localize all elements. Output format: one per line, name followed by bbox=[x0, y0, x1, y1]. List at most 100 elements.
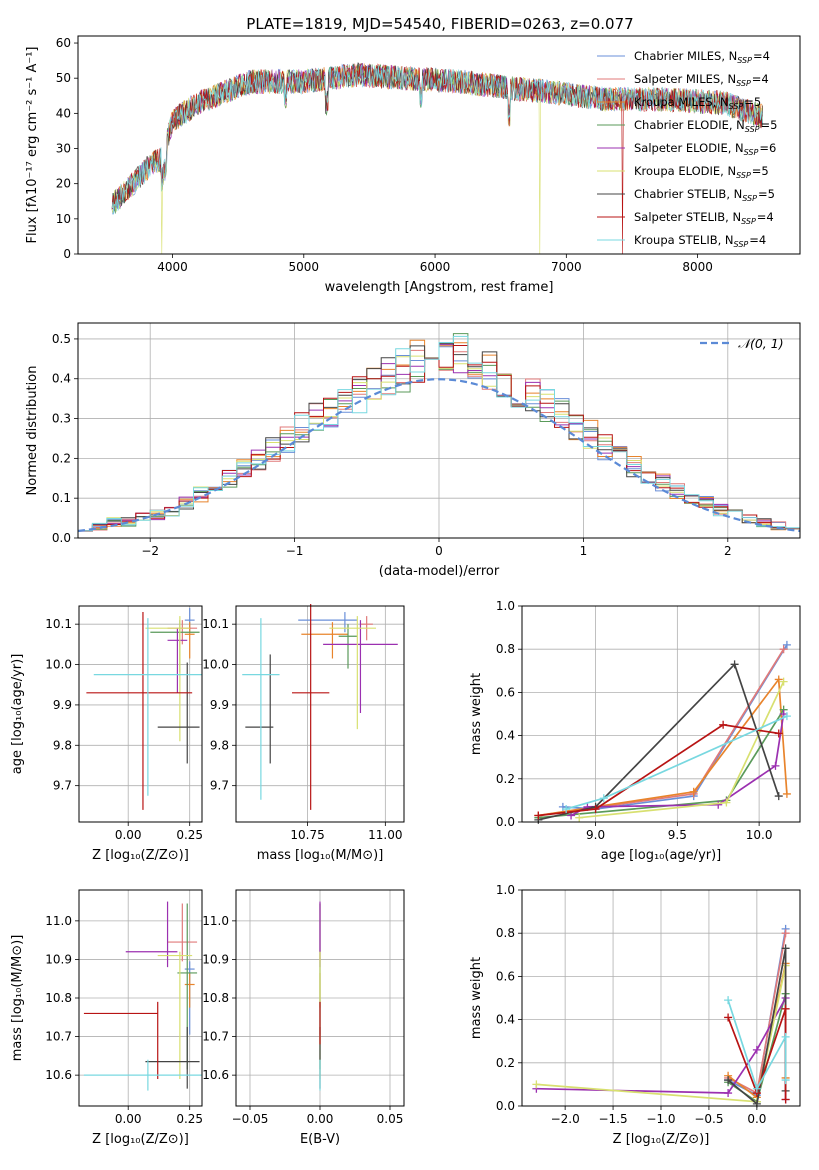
x-tick-label: 1 bbox=[580, 544, 588, 558]
y-tick-label: 20 bbox=[56, 177, 71, 191]
massweight-point-marker bbox=[779, 645, 788, 654]
y-tick-label: 0.2 bbox=[52, 451, 71, 465]
legend-entry-nssp: =5 bbox=[761, 118, 778, 132]
massweight-point-marker bbox=[591, 805, 600, 814]
x-tick-label: −0.05 bbox=[232, 1112, 269, 1126]
y-tick-label: 9.7 bbox=[210, 779, 229, 793]
x-axis-label: wavelength [Angstrom, rest frame] bbox=[325, 280, 554, 295]
massweight-point-marker bbox=[774, 729, 783, 738]
massweight-point-marker bbox=[575, 813, 584, 822]
y-axis-label: mass weight bbox=[469, 957, 484, 1039]
y-tick-label: 10.6 bbox=[202, 1068, 229, 1082]
massweight-point-marker bbox=[752, 1045, 761, 1054]
x-tick-label: 10.75 bbox=[290, 828, 324, 842]
massweight-point-marker bbox=[689, 787, 698, 796]
y-tick-label: 0.4 bbox=[52, 372, 71, 386]
massweight-point-marker bbox=[730, 660, 739, 669]
x-tick-label: 11.00 bbox=[368, 828, 402, 842]
legend-entry-nssp: =4 bbox=[752, 72, 769, 86]
y-tick-label: 0.0 bbox=[496, 815, 515, 829]
y-tick-label: 9.7 bbox=[53, 779, 72, 793]
massweight-point-marker bbox=[724, 996, 733, 1005]
x-axis-label: Z [log₁₀(Z/Z⊙)] bbox=[92, 1132, 189, 1147]
x-tick-label: −1.5 bbox=[598, 1112, 627, 1126]
massweight-series-line bbox=[538, 677, 788, 817]
x-tick-label: −0.5 bbox=[694, 1112, 723, 1126]
x-tick-label: −2.0 bbox=[551, 1112, 580, 1126]
massweight-point-marker bbox=[782, 712, 791, 721]
y-tick-label: 0.5 bbox=[52, 332, 71, 346]
x-axis-label: Z [log₁₀(Z/Z⊙)] bbox=[613, 1132, 710, 1147]
y-axis-label: mass [log₁₀(M/M⊙)] bbox=[10, 935, 25, 1062]
legend-entry-nssp: =4 bbox=[757, 210, 774, 224]
x-tick-label: 6000 bbox=[420, 260, 451, 274]
massweight-point-marker bbox=[781, 1076, 790, 1085]
axes-frame bbox=[78, 889, 203, 1107]
normal-distribution-curve bbox=[77, 378, 801, 533]
massweight-point-marker bbox=[781, 1032, 790, 1041]
massweight-point-marker bbox=[722, 798, 731, 807]
y-tick-label: 0.2 bbox=[496, 772, 515, 786]
y-axis-label: age [log₁₀(age/yr)] bbox=[10, 654, 25, 775]
massweight-point-marker bbox=[599, 794, 608, 803]
legend-entry-nssp: =5 bbox=[758, 187, 775, 201]
massweight-series-line bbox=[538, 723, 779, 817]
legend-entry-label: Chabrier MILES, NSSP bbox=[634, 49, 752, 65]
y-tick-label: 10.7 bbox=[202, 1030, 229, 1044]
y-tick-label: 0.0 bbox=[496, 1099, 515, 1113]
x-axis-label: Z [log₁₀(Z/Z⊙)] bbox=[92, 848, 189, 863]
legend-entry-label: Kroupa MILES, NSSP bbox=[634, 95, 743, 111]
y-tick-label: 1.0 bbox=[496, 599, 515, 613]
massweight-point-marker bbox=[714, 800, 723, 809]
legend-entry-nssp: =4 bbox=[749, 233, 766, 247]
massweight-point-marker bbox=[781, 944, 790, 953]
massweight-point-marker bbox=[779, 677, 788, 686]
age-vs-metallicity-panel: 0.00 0.25 9.7 9.8 9.9 10.0 10.1 Z [log₁₀(Z/Z⊙)]… bbox=[10, 605, 203, 863]
spectrum-series-line bbox=[111, 64, 763, 215]
massweight-point-marker bbox=[781, 1095, 790, 1104]
y-tick-label: 1.0 bbox=[496, 883, 515, 897]
massweight-point-marker bbox=[534, 811, 543, 820]
y-tick-label: 9.8 bbox=[210, 738, 229, 752]
massweight-point-marker bbox=[771, 761, 780, 770]
residual-histogram-panel: −2 −1 0 1 2 0.0 0.1 0.2 0.3 0.4 0.5 (data-model)/er… bbox=[25, 322, 801, 579]
y-tick-label: 30 bbox=[56, 142, 71, 156]
y-axis-label: mass weight bbox=[469, 673, 484, 755]
y-tick-label: 10.1 bbox=[45, 617, 72, 631]
x-tick-label: 9.0 bbox=[586, 828, 605, 842]
y-tick-label: 11.0 bbox=[45, 914, 72, 928]
massweight-point-marker bbox=[781, 1004, 790, 1013]
x-tick-label: 10.0 bbox=[746, 828, 773, 842]
legend-entry-nssp: =5 bbox=[744, 95, 761, 109]
figure-title: PLATE=1819, MJD=54540, FIBERID=0263, z=0… bbox=[246, 15, 633, 33]
y-tick-label: 10.9 bbox=[202, 952, 229, 966]
x-tick-label: −2 bbox=[141, 544, 159, 558]
massweight-point-marker bbox=[724, 1076, 733, 1085]
x-tick-label: 0 bbox=[435, 544, 443, 558]
spectrum-panel: 4000 5000 6000 7000 8000 0 10 20 30 40 50 60 wavelen… bbox=[25, 35, 801, 295]
y-tick-label: 0.8 bbox=[496, 642, 515, 656]
legend-entry-label: Kroupa ELODIE, NSSP bbox=[634, 164, 751, 180]
x-tick-label: 0.25 bbox=[176, 1112, 203, 1126]
massweight-point-marker bbox=[532, 1080, 541, 1089]
massweight-point-marker bbox=[781, 929, 790, 938]
y-tick-label: 0.1 bbox=[52, 491, 71, 505]
x-tick-label: 0.00 bbox=[115, 1112, 142, 1126]
legend-entry-label: 𝒩(0, 1) bbox=[738, 336, 784, 351]
x-axis-label: (data-model)/error bbox=[379, 564, 500, 579]
massweight-vs-metallicity-panel: −2.0 −1.5 −1.0 −0.5 0.0 0.0 0.2 0.4 0.6 0.8 1.0 Z [… bbox=[469, 883, 801, 1147]
massweight-point-marker bbox=[724, 1013, 733, 1022]
axes-frame bbox=[77, 322, 801, 539]
axes-frame bbox=[77, 35, 801, 255]
y-tick-label: 9.9 bbox=[210, 698, 229, 712]
massweight-point-marker bbox=[752, 1099, 761, 1108]
x-tick-label: 0.00 bbox=[307, 1112, 334, 1126]
legend-entry-nssp: =4 bbox=[753, 49, 770, 63]
x-tick-label: 0.05 bbox=[377, 1112, 404, 1126]
residual-histogram-series bbox=[77, 335, 800, 538]
y-tick-label: 0.6 bbox=[496, 685, 515, 699]
massweight-point-marker bbox=[774, 675, 783, 684]
x-axis-label: E(B-V) bbox=[300, 1132, 340, 1147]
legend-entry-label: Salpeter STELIB, NSSP bbox=[634, 210, 756, 226]
